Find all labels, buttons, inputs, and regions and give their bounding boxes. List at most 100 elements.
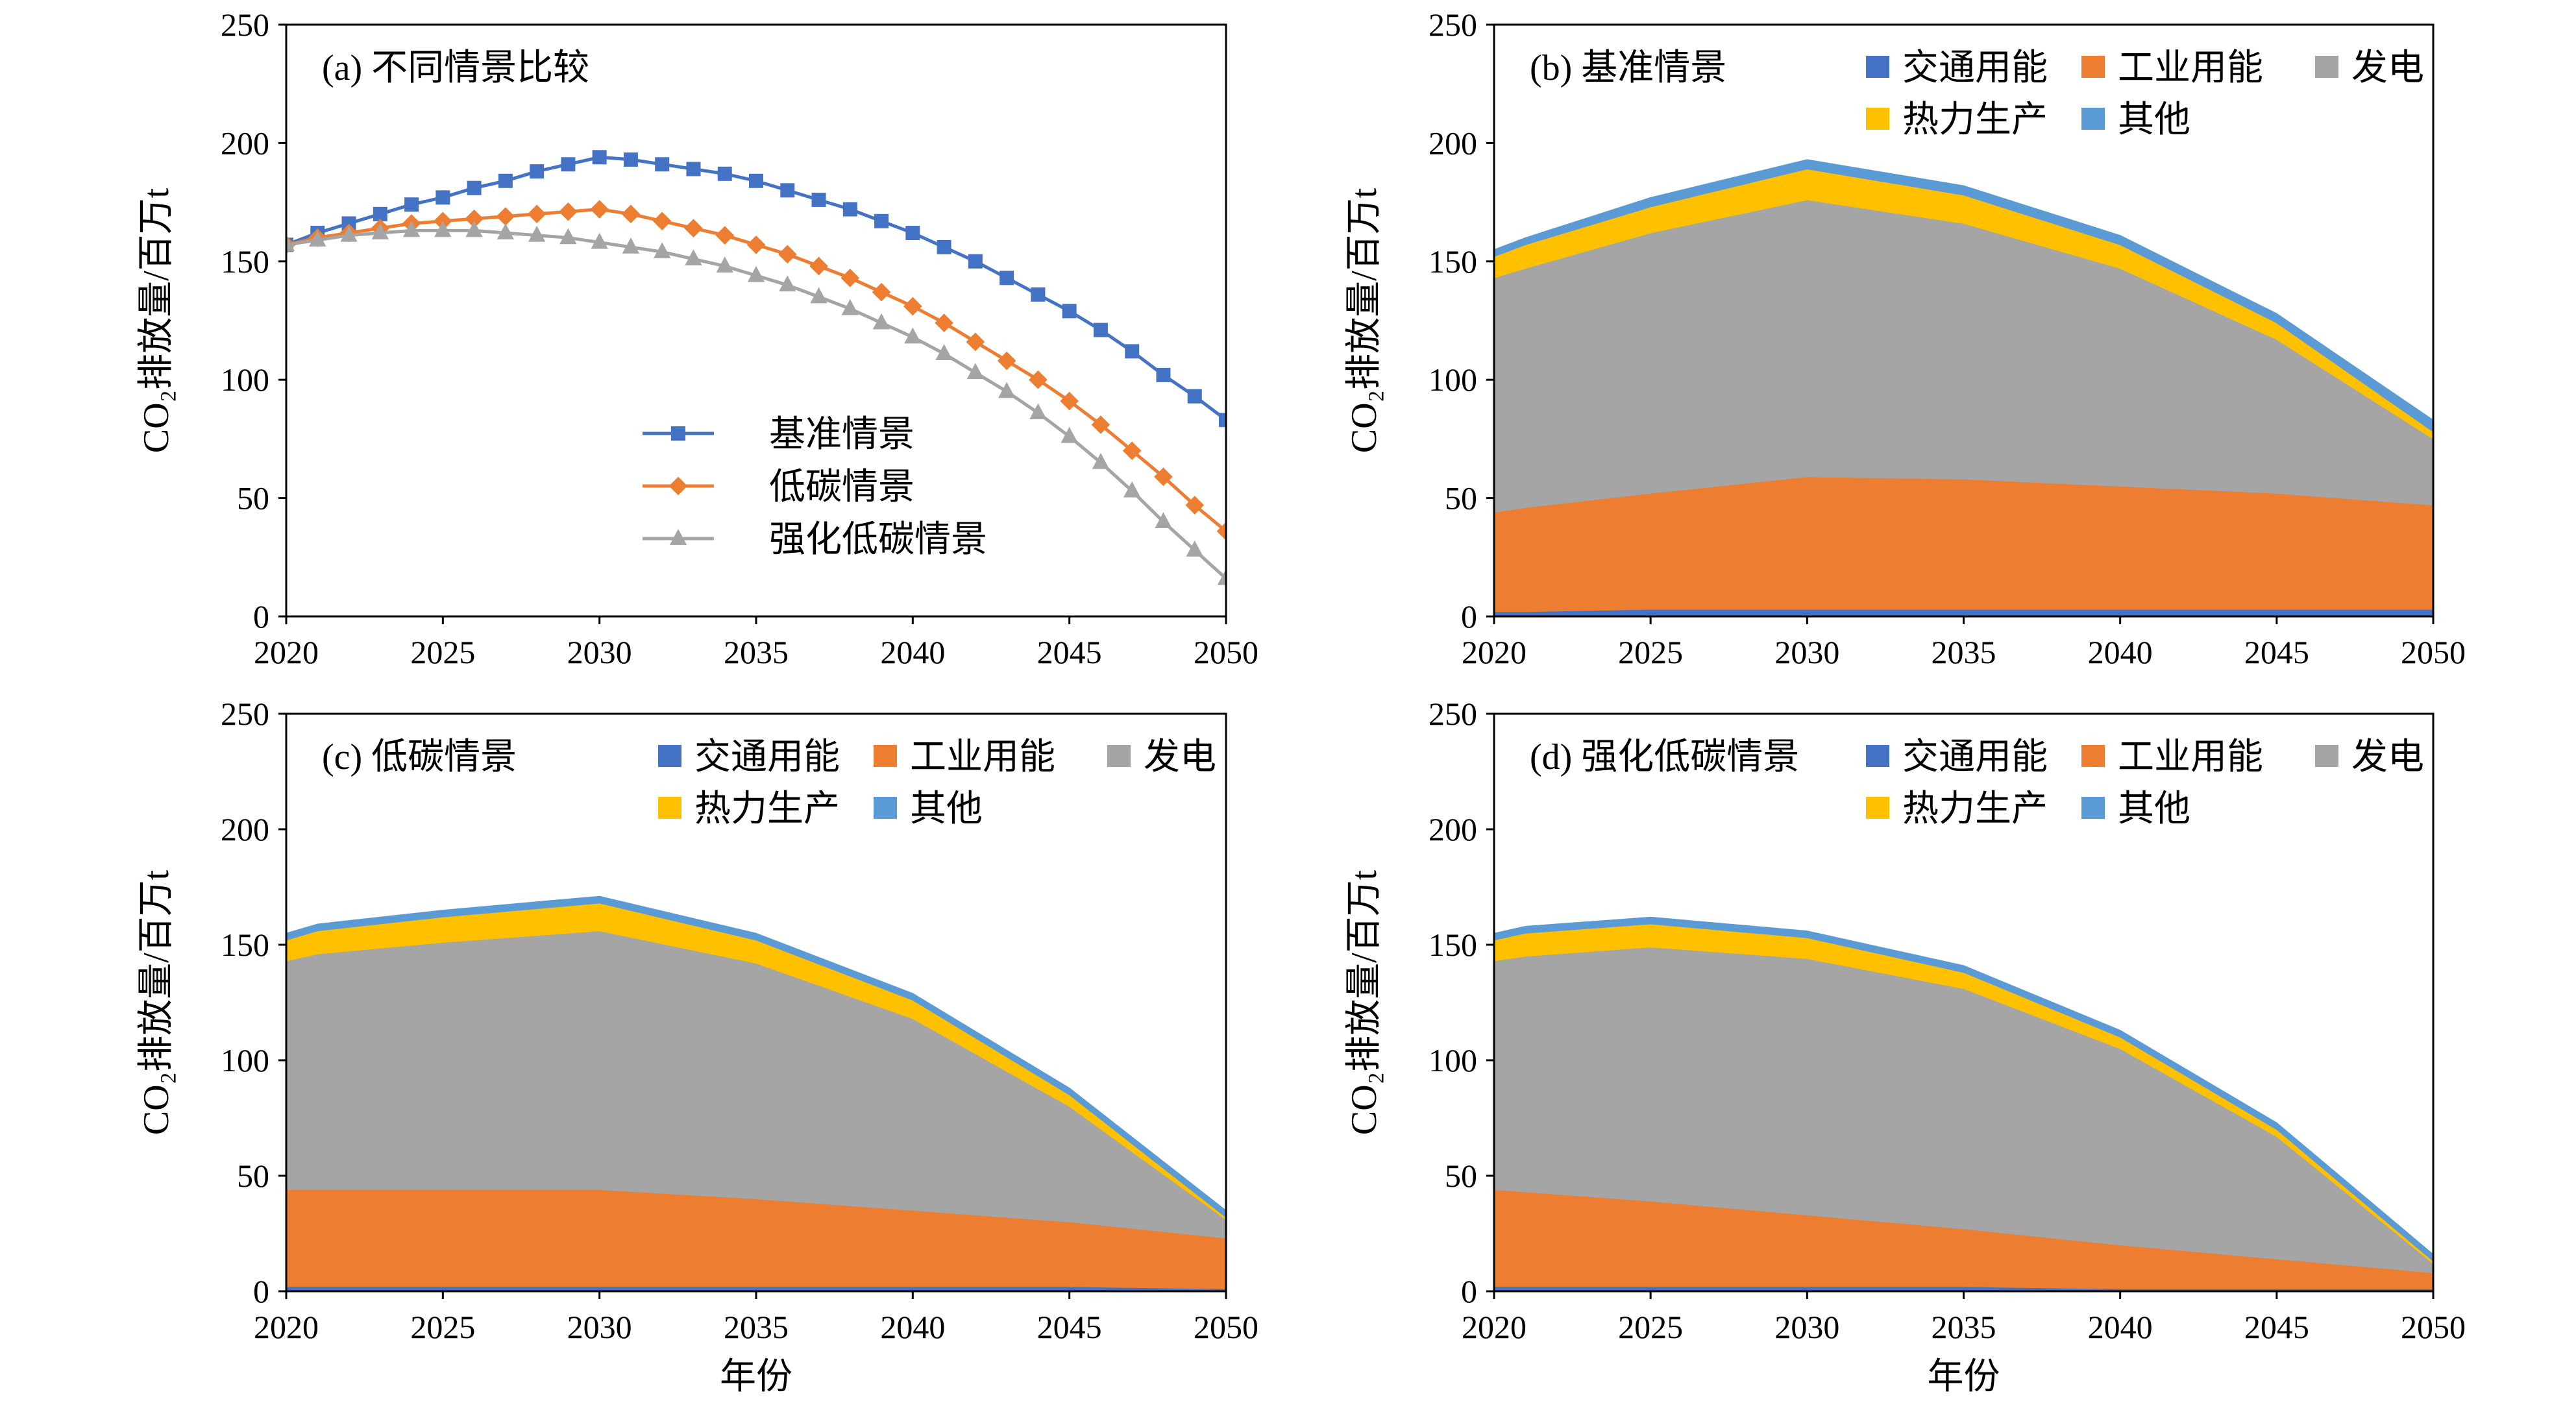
data-point — [621, 204, 641, 224]
data-point — [286, 235, 295, 252]
data-point — [686, 162, 701, 176]
x-tick-label: 2045 — [2244, 1309, 2309, 1345]
data-point — [1123, 481, 1141, 498]
data-point — [998, 382, 1016, 398]
data-point — [997, 351, 1016, 371]
data-point — [622, 237, 640, 254]
data-point — [1029, 403, 1047, 420]
x-axis-label: 年份 — [720, 1357, 792, 1397]
legend-label: 热力生产 — [1902, 100, 2048, 140]
legend-swatch — [658, 797, 681, 819]
data-point — [402, 221, 421, 237]
x-tick-label: 2040 — [880, 1309, 945, 1345]
legend-swatch — [1866, 745, 1889, 767]
legend-swatch — [1866, 56, 1889, 78]
data-point — [1156, 367, 1171, 382]
legend-label: 发电 — [2351, 48, 2424, 88]
x-tick-label: 2025 — [410, 1309, 475, 1345]
plot-area — [1494, 159, 2433, 616]
data-point — [872, 313, 890, 330]
series-line — [286, 155, 1226, 422]
legend-label: 发电 — [2351, 737, 2424, 777]
y-tick-label: 200 — [1429, 125, 1477, 161]
data-point — [746, 235, 766, 254]
plot-area — [286, 895, 1226, 1291]
data-point — [309, 230, 326, 247]
x-tick-label: 2020 — [1462, 634, 1527, 670]
area-series — [1494, 476, 2433, 613]
legend-swatch — [2081, 745, 2105, 767]
data-point — [498, 173, 513, 188]
x-tick-label: 2050 — [2401, 634, 2466, 670]
data-point — [373, 206, 387, 221]
area-series — [286, 895, 1226, 1218]
legend-swatch — [874, 797, 897, 819]
legend-swatch — [1107, 745, 1131, 767]
data-point — [966, 363, 985, 380]
x-tick-label: 2050 — [1194, 1309, 1258, 1345]
chart-panel: 0 50 100 150 200 250 2020 2025 2030 2035 2040 2045 2… — [136, 696, 1258, 1397]
data-point — [685, 249, 702, 266]
x-axis-label: 年份 — [1928, 1357, 2000, 1397]
data-point — [935, 313, 953, 332]
data-point — [592, 150, 607, 165]
chart-panel: 0 50 100 150 200 250 2020 2025 2030 2035 2040 2045 2… — [1344, 6, 2466, 670]
y-tick-label: 0 — [1461, 1273, 1477, 1309]
data-point — [716, 256, 733, 273]
data-point — [749, 173, 763, 188]
y-axis-label: CO₂排放量/百万t — [136, 869, 177, 1135]
data-point — [872, 282, 891, 302]
legend-label: 交通用能 — [1902, 48, 2048, 88]
x-tick-label: 2045 — [1037, 634, 1102, 670]
area-series — [1494, 916, 2433, 1262]
data-point — [1217, 568, 1226, 585]
y-tick-label: 150 — [1429, 927, 1477, 963]
y-axis-label: CO₂排放量/百万t — [1344, 869, 1384, 1135]
plot-frame — [1493, 23, 2435, 618]
data-point — [905, 226, 920, 241]
legend-swatch — [874, 745, 897, 767]
legend-label: 工业用能 — [910, 737, 1055, 777]
y-tick-label: 250 — [1429, 6, 1477, 43]
legend-swatch — [2315, 745, 2338, 767]
data-point — [1216, 522, 1226, 541]
x-tick-label: 2045 — [2244, 634, 2309, 670]
data-point — [591, 232, 608, 249]
y-tick-label: 100 — [1429, 361, 1477, 398]
data-point — [966, 332, 985, 352]
x-tick-label: 2050 — [2401, 1309, 2466, 1345]
data-point — [465, 221, 483, 237]
legend-label: 基准情景 — [769, 415, 914, 455]
y-tick-label: 50 — [237, 480, 269, 517]
y-tick-label: 200 — [221, 811, 269, 847]
legend-label: 交通用能 — [1902, 737, 2048, 777]
x-tick-label: 2035 — [724, 634, 789, 670]
area-series — [1494, 199, 2433, 513]
data-point — [1125, 344, 1140, 359]
x-tick-label: 2020 — [254, 634, 319, 670]
x-tick-label: 2045 — [1037, 1309, 1102, 1345]
data-point — [623, 152, 638, 167]
legend-swatch — [1866, 108, 1889, 130]
y-axis-label: CO₂排放量/百万t — [136, 188, 177, 453]
data-point — [937, 239, 951, 254]
data-point — [747, 265, 765, 282]
panel-title: (a) 不同情景比较 — [322, 48, 589, 88]
data-point — [465, 209, 484, 228]
legend-swatch — [1866, 797, 1889, 819]
data-point — [1091, 415, 1110, 434]
plot-frame — [1493, 712, 2435, 1293]
panel-title: (d) 强化低碳情景 — [1530, 737, 1799, 777]
x-tick-label: 2040 — [2088, 1309, 2153, 1345]
data-point — [652, 212, 672, 231]
x-tick-label: 2035 — [724, 1309, 789, 1345]
data-point — [1031, 287, 1046, 302]
y-tick-label: 50 — [1445, 480, 1477, 517]
y-tick-label: 100 — [221, 361, 269, 398]
x-tick-label: 2020 — [254, 1309, 319, 1345]
data-point — [559, 202, 578, 221]
data-point — [715, 226, 735, 245]
data-point — [842, 202, 857, 217]
x-tick-label: 2050 — [1194, 634, 1258, 670]
